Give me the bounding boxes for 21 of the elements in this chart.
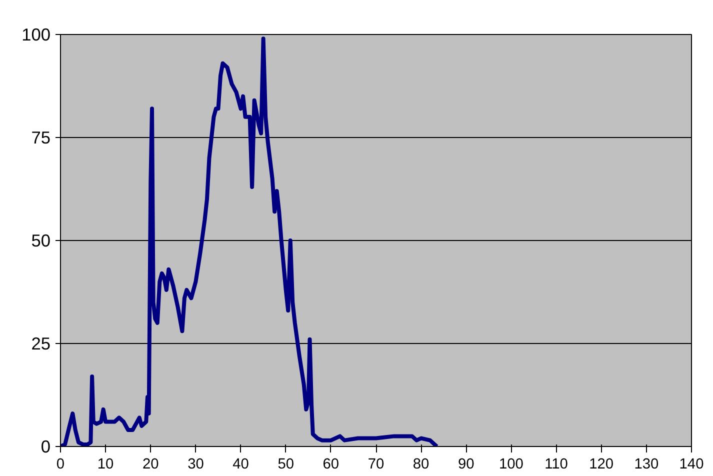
x-tick-label: 120 <box>589 456 614 472</box>
y-tick-label: 100 <box>22 24 51 44</box>
x-tick-label: 70 <box>368 456 384 472</box>
x-tick-label: 110 <box>544 456 568 472</box>
x-tick-label: 20 <box>142 456 159 472</box>
x-tick-label: 80 <box>412 456 430 472</box>
x-tick-label: 130 <box>634 456 659 472</box>
y-tick-label: 25 <box>31 334 51 354</box>
x-tick-label: 10 <box>97 456 114 472</box>
x-tick-label: 100 <box>498 456 524 472</box>
y-tick-label: 50 <box>31 230 51 250</box>
y-tick-label: 75 <box>31 128 51 148</box>
line-series <box>60 36 439 446</box>
x-tick-label: 140 <box>679 456 704 472</box>
x-tick-label: 60 <box>322 456 340 472</box>
y-tick-label: 0 <box>40 436 51 456</box>
x-tick-label: 40 <box>232 456 249 472</box>
x-tick-label: 0 <box>56 456 65 472</box>
x-tick-label: 30 <box>188 456 204 472</box>
x-tick-label: 50 <box>278 456 294 472</box>
x-tick-label: 90 <box>458 456 474 472</box>
